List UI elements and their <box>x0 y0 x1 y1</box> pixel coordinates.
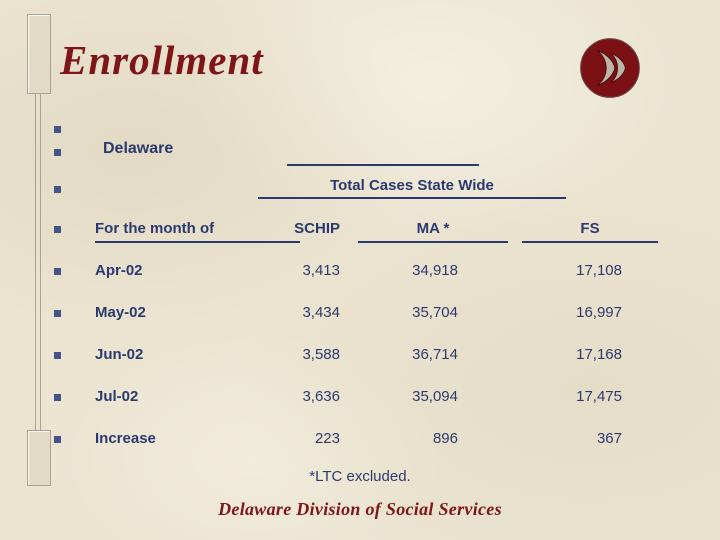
bullet-icon <box>54 436 61 443</box>
org-logo <box>579 37 641 99</box>
column-header-schip: SCHIP <box>294 220 340 237</box>
column-header-fs: FS <box>522 220 658 243</box>
cell-schip: 223 <box>314 430 340 447</box>
bullet-icon <box>54 352 61 359</box>
cell-fs: 16,997 <box>576 304 622 321</box>
cell-schip: 3,636 <box>302 388 340 405</box>
table-row: May-02 3,434 35,704 16,997 <box>0 304 720 332</box>
table-header-row: For the month of SCHIP MA * FS <box>0 220 720 248</box>
bottom-left-square <box>27 430 51 486</box>
heading-statewide: Total Cases State Wide <box>258 177 566 199</box>
page-title: Enrollment <box>60 37 264 83</box>
heading-delaware: Delaware <box>103 140 174 157</box>
table-row: Jul-02 3,636 35,094 17,475 <box>0 388 720 416</box>
row-label: Jun-02 <box>95 346 144 363</box>
blank-underline <box>287 164 479 166</box>
row-label: Jul-02 <box>95 388 139 405</box>
row-label: Apr-02 <box>95 262 143 279</box>
bullet-icon <box>54 226 61 233</box>
logo-swirl-icon <box>580 38 640 98</box>
top-left-square <box>27 14 51 94</box>
row-label: May-02 <box>95 304 146 321</box>
footnote: *LTC excluded. <box>309 468 411 485</box>
bullet-icon <box>54 310 61 317</box>
footer-credit: Delaware Division of Social Services <box>218 499 502 519</box>
cell-schip: 3,434 <box>302 304 340 321</box>
table-row: Jun-02 3,588 36,714 17,168 <box>0 346 720 374</box>
cell-ma: 896 <box>432 430 458 447</box>
cell-fs: 17,475 <box>576 388 622 405</box>
column-header-ma: MA * <box>358 220 508 243</box>
column-header-month: For the month of <box>95 220 300 243</box>
row-label: Increase <box>95 430 156 447</box>
bullet-icon <box>54 394 61 401</box>
cell-ma: 35,704 <box>412 304 458 321</box>
table-row: Apr-02 3,413 34,918 17,108 <box>0 262 720 290</box>
cell-ma: 34,918 <box>412 262 458 279</box>
bullet-icon <box>54 268 61 275</box>
cell-fs: 17,168 <box>576 346 622 363</box>
cell-ma: 35,094 <box>412 388 458 405</box>
bullet-icon <box>54 149 61 156</box>
cell-schip: 3,413 <box>302 262 340 279</box>
cell-fs: 367 <box>596 430 622 447</box>
cell-ma: 36,714 <box>412 346 458 363</box>
cell-fs: 17,108 <box>576 262 622 279</box>
left-rule-line <box>35 14 41 486</box>
cell-schip: 3,588 <box>302 346 340 363</box>
table-row: Increase 223 896 367 <box>0 430 720 458</box>
bullet-icon <box>54 186 61 193</box>
bullet-icon <box>54 126 61 133</box>
